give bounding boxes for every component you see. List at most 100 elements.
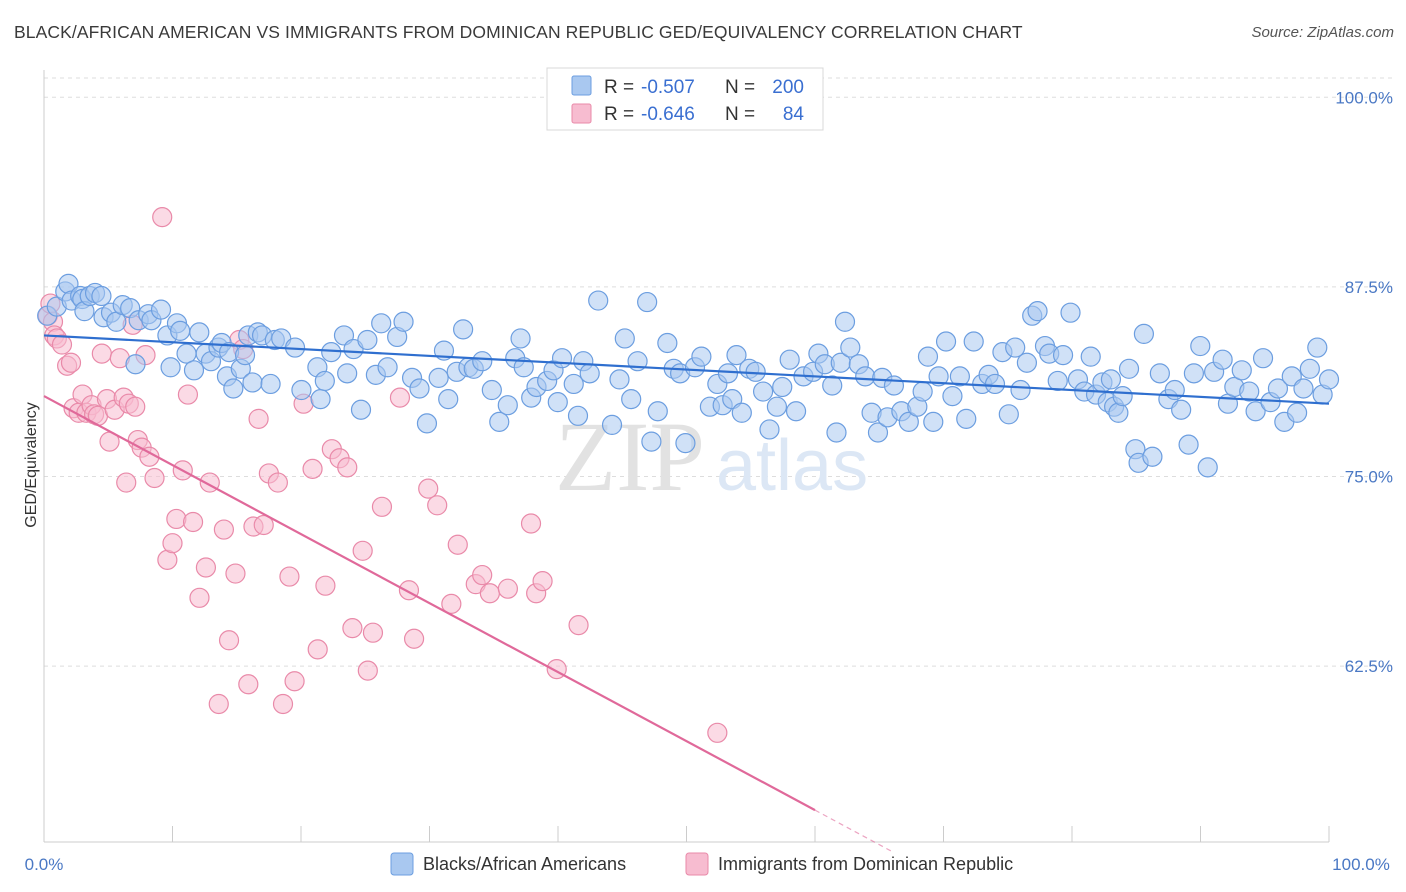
point-black <box>1142 446 1163 467</box>
point-black <box>779 349 800 370</box>
point-black <box>291 379 312 401</box>
point-black <box>717 363 739 384</box>
point-dominican <box>284 671 305 692</box>
point-dominican <box>208 693 229 715</box>
point-dominican <box>253 514 274 536</box>
point-black <box>1047 370 1068 392</box>
point-black <box>691 346 712 367</box>
point-black <box>1299 358 1320 379</box>
point-black <box>416 413 438 434</box>
point-black <box>883 375 905 396</box>
legend-n-label-pink: N = <box>725 104 755 125</box>
legend-top: R = -0.507 N = 200 R = -0.646 N = 84 <box>546 67 824 131</box>
point-dominican <box>152 207 173 228</box>
point-black <box>223 378 244 399</box>
point-black <box>497 395 518 416</box>
point-black <box>826 422 847 443</box>
point-black <box>91 285 112 307</box>
point-black <box>489 411 510 432</box>
point-black <box>1239 381 1260 402</box>
point-black <box>393 311 414 332</box>
point-black <box>766 396 788 417</box>
point-black <box>772 376 793 398</box>
point-black <box>337 363 358 384</box>
point-dominican <box>479 583 500 604</box>
point-dominican <box>144 467 165 489</box>
point-black <box>1133 323 1155 345</box>
point-black <box>314 370 335 392</box>
bottom-legend-swatch-pink <box>685 852 709 876</box>
point-black <box>150 299 172 320</box>
axes <box>43 70 1330 843</box>
point-dominican <box>707 722 728 743</box>
point-dominican <box>403 628 425 649</box>
point-black <box>1118 358 1140 379</box>
point-black <box>1307 337 1328 358</box>
point-dominican <box>225 563 246 584</box>
point-black <box>917 346 939 367</box>
point-black <box>567 405 589 426</box>
point-black <box>840 337 861 358</box>
point-black <box>588 290 609 311</box>
point-black <box>377 357 398 378</box>
point-dominican <box>447 534 468 555</box>
point-dominican <box>352 540 373 561</box>
trend-line-dominican <box>43 395 816 812</box>
legend-r-label-pink: R = <box>604 104 634 125</box>
point-black <box>855 366 876 387</box>
legend-box <box>546 67 824 131</box>
legend-r-label-blue: R = <box>604 77 634 98</box>
point-black <box>601 414 623 436</box>
point-black <box>1293 378 1314 399</box>
point-dominican <box>182 511 204 533</box>
point-dominican <box>177 384 199 405</box>
point-black <box>1171 399 1192 420</box>
legend-n-value-pink: 84 <box>783 104 805 125</box>
point-black <box>1060 302 1081 323</box>
point-black <box>428 367 449 388</box>
point-dominican <box>238 674 259 695</box>
series-dominican-points <box>37 207 728 743</box>
point-black <box>1267 378 1289 399</box>
point-dominican <box>497 578 518 599</box>
point-dominican <box>418 478 439 499</box>
trend-line-dominican-extension <box>814 809 893 853</box>
point-black <box>333 325 355 346</box>
chart-title: BLACK/AFRICAN AMERICAN VS IMMIGRANTS FRO… <box>14 22 1023 42</box>
point-black <box>357 329 378 351</box>
point-black <box>834 311 856 332</box>
watermark-atlas: atlas <box>716 426 868 506</box>
point-dominican <box>302 458 323 479</box>
point-dominican <box>568 615 589 636</box>
trend-line-black <box>43 334 1330 405</box>
source-credit: Source: ZipAtlas.com <box>1251 24 1394 41</box>
point-dominican <box>362 622 384 643</box>
y-tick-label: 87.5% <box>1345 278 1393 297</box>
point-dominican <box>218 630 240 651</box>
y-tick-label: 75.0% <box>1345 467 1393 486</box>
point-dominican <box>91 343 112 364</box>
point-dominican <box>279 566 300 587</box>
point-dominican <box>371 496 393 517</box>
point-black <box>621 389 642 410</box>
point-black <box>409 378 430 399</box>
point-black <box>822 375 843 396</box>
point-black <box>657 332 678 354</box>
point-black <box>898 411 919 432</box>
point-black <box>675 433 696 454</box>
legend-bottom: Blacks/African Americans Immigrants from… <box>390 852 1013 876</box>
point-dominican <box>248 408 269 429</box>
point-black <box>1112 385 1133 407</box>
watermark: ZIP atlas <box>555 401 868 512</box>
point-black <box>1245 401 1266 422</box>
point-dominican <box>189 587 210 608</box>
point-black <box>1281 366 1302 387</box>
point-black <box>1010 379 1031 401</box>
point-black <box>481 379 502 401</box>
point-dominican <box>272 693 294 715</box>
point-black <box>949 366 970 387</box>
point-black <box>1178 434 1199 455</box>
point-black <box>1197 457 1218 478</box>
y-tick-label: 100.0% <box>1335 88 1393 107</box>
